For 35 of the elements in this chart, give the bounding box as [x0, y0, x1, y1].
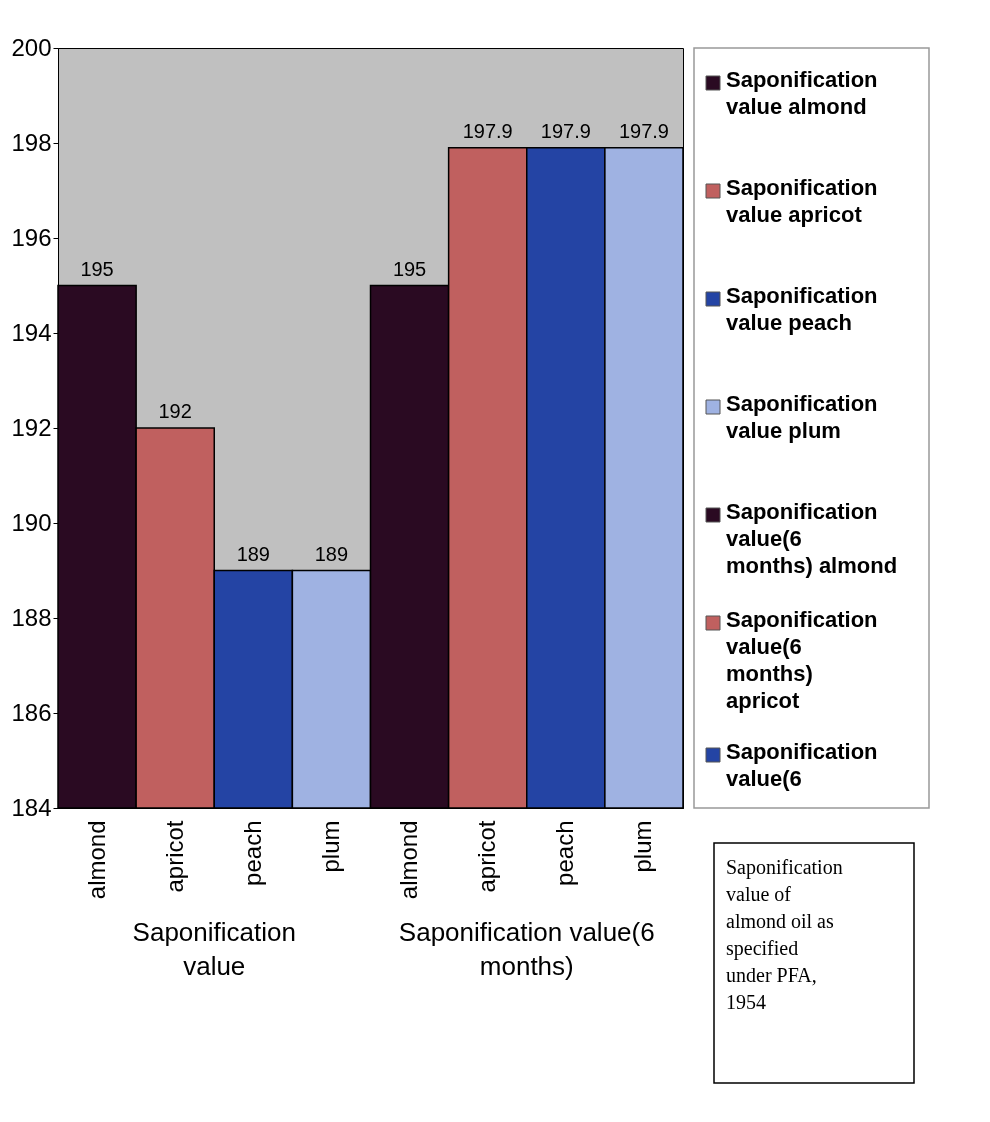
y-tick-label: 190: [11, 508, 52, 536]
text: Saponification value of almond oil as specified under PFA, 1954: [726, 856, 843, 1013]
data-label: 197.9: [618, 119, 669, 142]
data-label: 197.9: [540, 119, 591, 142]
x-tick-label: apricot: [473, 820, 501, 893]
y-tick-label: 188: [11, 603, 52, 631]
x-tick-label: almond: [395, 820, 423, 900]
legend-label: Saponification value(6: [726, 739, 878, 791]
text: Saponification value(6 months): [398, 917, 655, 981]
x-tick-label: apricot: [160, 820, 188, 893]
x-tick-label: plum: [316, 820, 344, 873]
legend-label: Saponification value peach: [726, 283, 878, 335]
data-label: 197.9: [462, 119, 513, 142]
legend-label: Saponification value apricot: [726, 175, 878, 227]
data-label: 195: [392, 257, 427, 280]
x-tick-label: plum: [629, 820, 657, 873]
data-label: 189: [236, 542, 270, 565]
y-tick-label: 184: [11, 793, 52, 821]
data-label: 195: [80, 257, 114, 280]
data-label: 192: [158, 400, 192, 422]
legend-label: Saponification value almond: [726, 67, 878, 119]
y-tick-label: 186: [11, 698, 52, 726]
legend-label: Saponification value(6 months) apricot: [726, 607, 878, 713]
x-tick-label: almond: [82, 820, 110, 900]
legend-label: Saponification value plum: [726, 391, 878, 443]
y-tick-label: 192: [11, 413, 52, 441]
y-tick-label: 200: [11, 33, 52, 61]
x-tick-label: peach: [551, 820, 579, 886]
text: Saponification value: [132, 917, 296, 981]
x-tick-label: peach: [238, 820, 266, 886]
y-tick-label: 194: [11, 318, 52, 346]
y-tick-label: 196: [11, 223, 52, 251]
legend-label: Saponification value(6 months) almond: [726, 499, 898, 578]
y-tick-label: 198: [11, 128, 52, 156]
data-label: 189: [314, 542, 349, 565]
